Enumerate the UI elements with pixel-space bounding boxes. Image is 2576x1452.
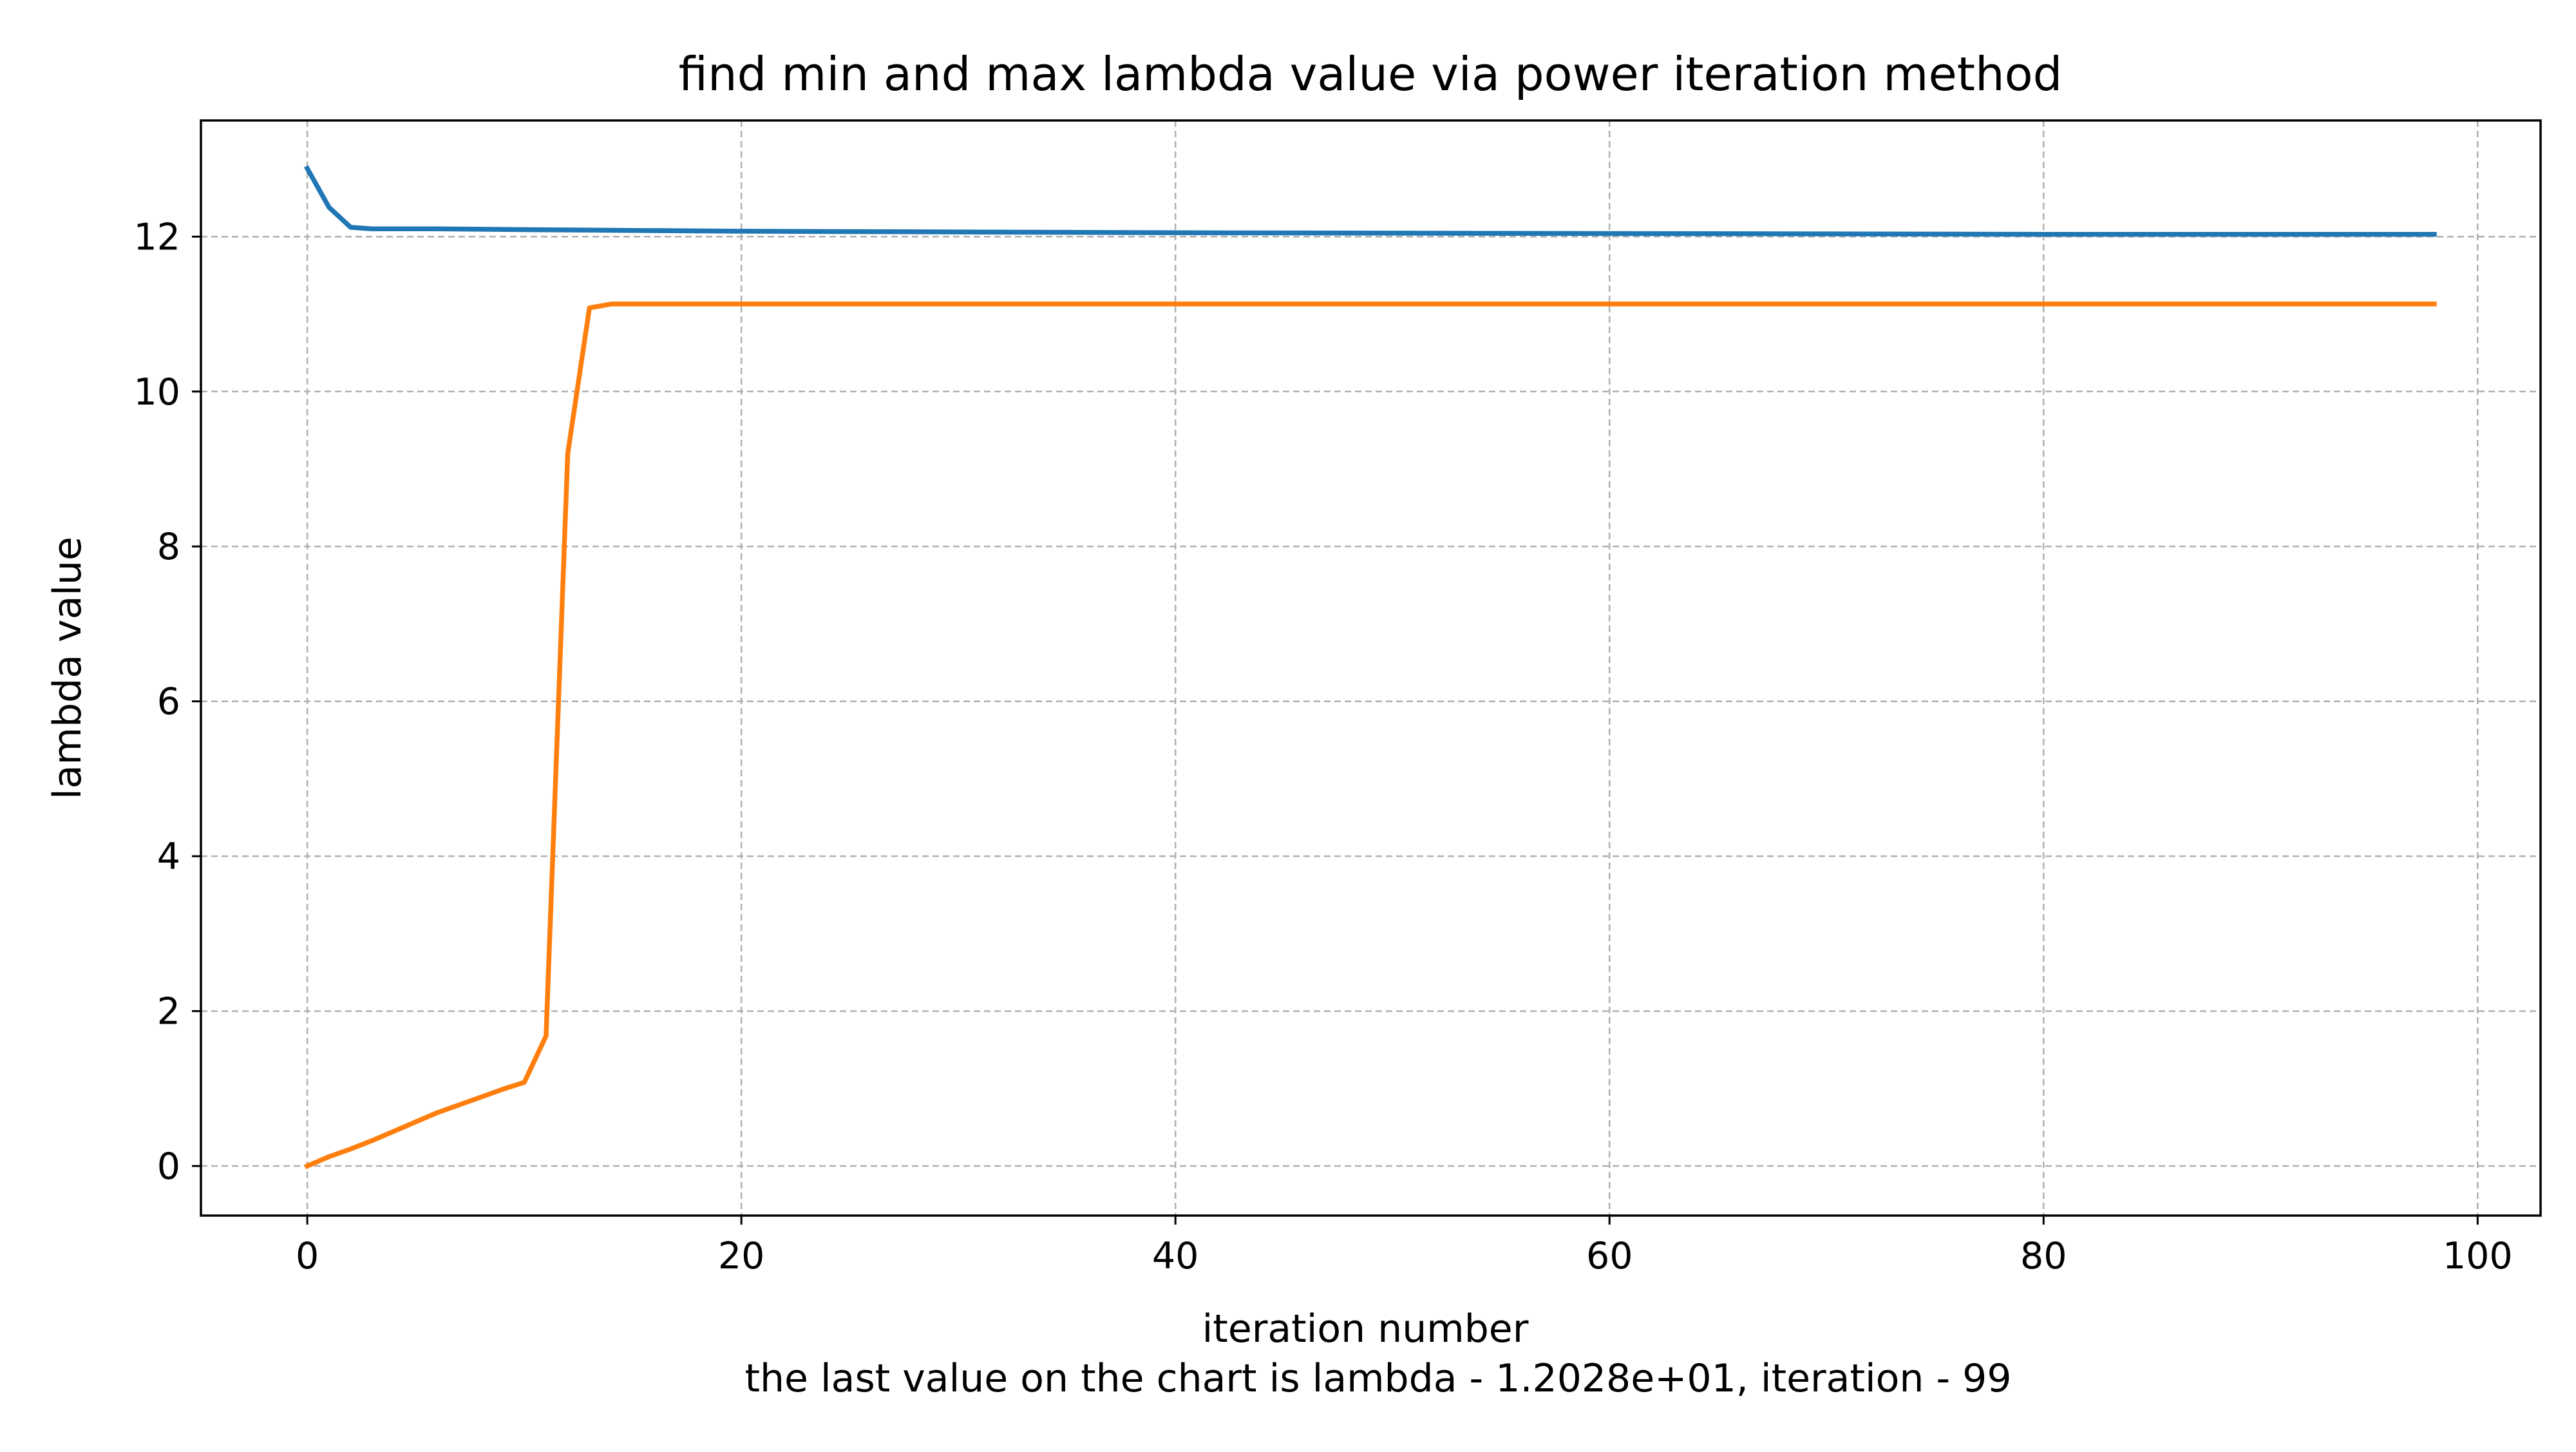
x-tick-label-0: 0	[296, 1235, 319, 1277]
y-tick-label-1: 2	[157, 991, 180, 1033]
plot-frame	[200, 119, 2542, 1217]
x-tick-label-1: 20	[718, 1235, 765, 1277]
x-axis-subcaption: the last value on the chart is lambda - …	[744, 1356, 2011, 1401]
axis-ticks: 0 20 40 60 80 100 0 2 4 6 8 10 12	[133, 216, 2512, 1277]
y-tick-label-3: 6	[157, 681, 180, 723]
y-tick-label-2: 4	[157, 836, 180, 878]
y-tick-label-4: 8	[157, 526, 180, 568]
x-tick-label-3: 60	[1586, 1235, 1633, 1277]
y-tick-label-0: 0	[157, 1145, 180, 1188]
x-tick-label-5: 100	[2443, 1235, 2513, 1277]
x-axis-label: iteration number	[1202, 1306, 1529, 1352]
series-line-1	[304, 301, 2437, 1170]
series-lines	[303, 165, 2437, 1170]
y-axis-label: lambda value	[45, 537, 90, 799]
y-tick-label-5: 10	[133, 371, 180, 414]
x-tick-label-2: 40	[1152, 1235, 1199, 1277]
y-tick-label-6: 12	[133, 216, 180, 258]
x-tick-label-4: 80	[2020, 1235, 2067, 1277]
chart-title: find min and max lambda value via power …	[679, 47, 2063, 101]
series-line-0	[303, 165, 2437, 237]
